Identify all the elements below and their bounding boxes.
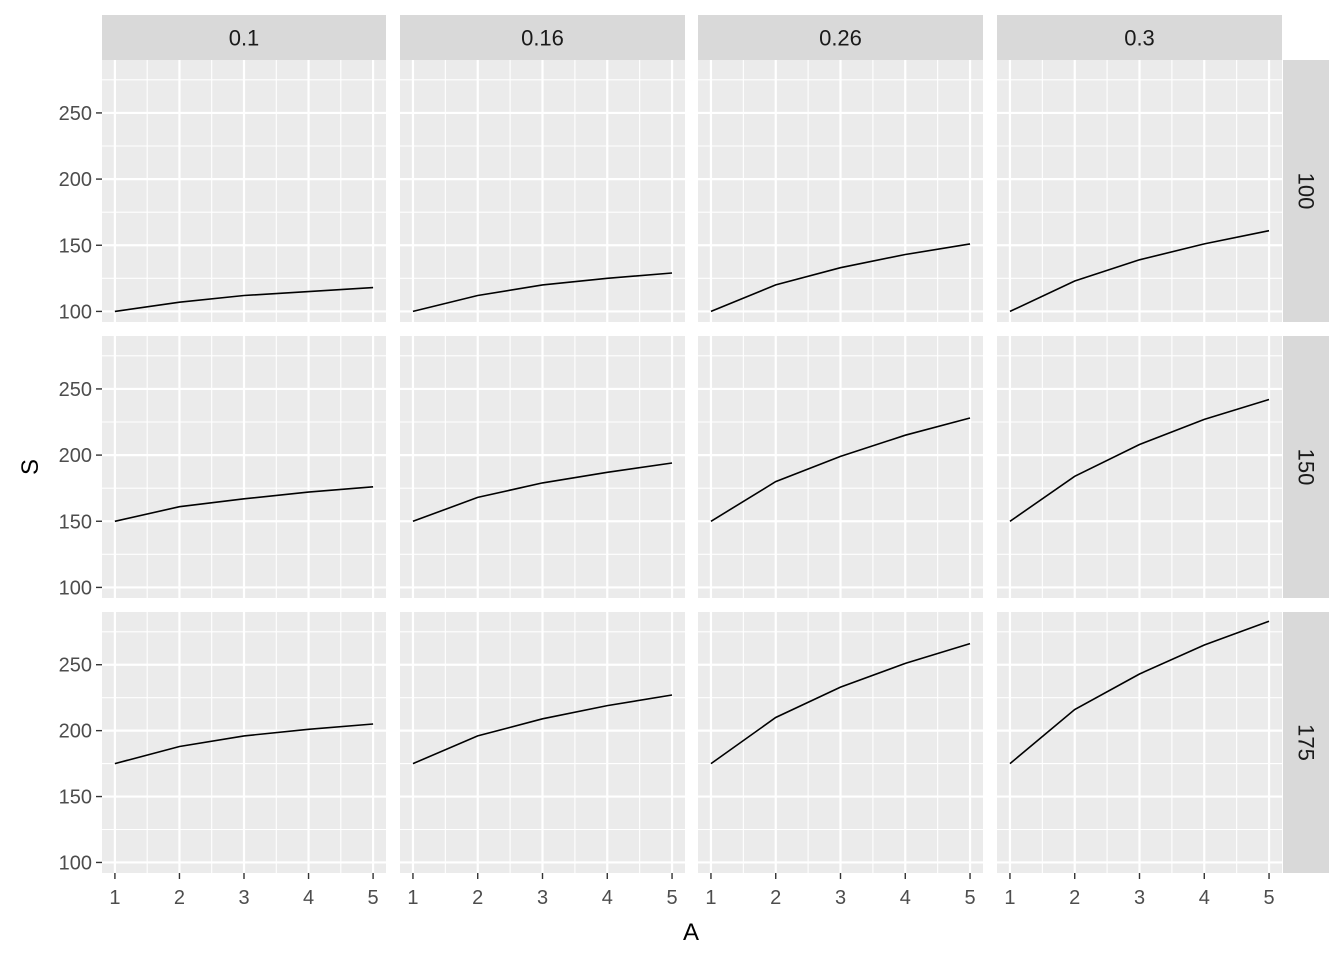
series-line — [710, 243, 971, 313]
panel-100-0.1 — [102, 60, 386, 322]
row-strip-175: 175 — [1283, 612, 1329, 873]
x-tick-label: 3 — [1134, 887, 1145, 909]
x-tick-label: 5 — [964, 887, 975, 909]
panel-150-0.26 — [698, 336, 983, 598]
x-tick-label: 4 — [303, 887, 314, 909]
panel-150-0.16 — [400, 336, 685, 598]
x-tick-label: 4 — [900, 887, 911, 909]
series-line — [114, 486, 374, 523]
panel-100-0.16 — [400, 60, 685, 322]
y-tick-label: 100 — [59, 577, 92, 599]
series-line — [412, 272, 673, 313]
col-strip-label: 0.16 — [521, 26, 564, 51]
y-tick-label: 150 — [59, 787, 92, 809]
panel-175-0.3 — [997, 612, 1282, 873]
strip-background — [1283, 60, 1329, 322]
x-tick-label: 2 — [770, 887, 781, 909]
panel-175-0.16 — [400, 612, 685, 873]
x-tick-label: 2 — [174, 887, 185, 909]
strip-background — [400, 15, 685, 60]
series-line — [710, 642, 971, 765]
strip-background — [102, 15, 386, 60]
row-strip-label: 175 — [1294, 724, 1319, 761]
series-line — [114, 286, 374, 313]
panels-layer — [102, 60, 1282, 873]
col-strip-0.3: 0.3 — [997, 15, 1282, 60]
x-tick-label: 2 — [1069, 887, 1080, 909]
row-strip-100: 100 — [1283, 60, 1329, 322]
col-strip-label: 0.3 — [1124, 26, 1155, 51]
y-axis-title: S — [17, 459, 44, 475]
x-tick-label: 1 — [407, 887, 418, 909]
panel-175-0.26 — [698, 612, 983, 873]
series-line — [710, 417, 971, 522]
strip-background — [1283, 612, 1329, 873]
x-tick-label: 1 — [1004, 887, 1015, 909]
series-line — [114, 723, 374, 765]
y-tick-label: 200 — [59, 721, 92, 743]
x-tick-label: 1 — [109, 887, 120, 909]
y-tick-label: 250 — [59, 103, 92, 125]
series-line — [1009, 398, 1270, 522]
row-strip-150: 150 — [1283, 336, 1329, 598]
x-tick-label: 5 — [1263, 887, 1274, 909]
x-tick-label: 3 — [835, 887, 846, 909]
y-tick-label: 100 — [59, 852, 92, 874]
col-strip-label: 0.1 — [229, 26, 260, 51]
y-tick-label: 150 — [59, 511, 92, 533]
series-line — [1009, 229, 1270, 313]
y-tick-label: 200 — [59, 169, 92, 191]
x-tick-label: 3 — [537, 887, 548, 909]
y-tick-label: 100 — [59, 301, 92, 323]
y-tick-label: 250 — [59, 379, 92, 401]
y-tick-label: 250 — [59, 655, 92, 677]
row-strip-label: 150 — [1294, 449, 1319, 486]
series-line — [412, 694, 673, 765]
panel-150-0.3 — [997, 336, 1282, 598]
col-strip-label: 0.26 — [819, 26, 862, 51]
x-tick-label: 3 — [238, 887, 249, 909]
panel-150-0.1 — [102, 336, 386, 598]
panel-100-0.26 — [698, 60, 983, 322]
axes-layer: 100 150 200 250 100 150 200 250 100 150 200 250 1 2 3 4… — [59, 103, 1275, 909]
series-line — [412, 462, 673, 523]
row-strip-label: 100 — [1294, 173, 1319, 210]
strip-background — [997, 15, 1282, 60]
x-tick-label: 4 — [1199, 887, 1210, 909]
col-strip-0.1: 0.1 — [102, 15, 386, 60]
panel-100-0.3 — [997, 60, 1282, 322]
x-tick-label: 5 — [666, 887, 677, 909]
y-tick-label: 150 — [59, 235, 92, 257]
x-tick-label: 1 — [705, 887, 716, 909]
x-tick-label: 5 — [368, 887, 379, 909]
strip-background — [1283, 336, 1329, 598]
y-tick-label: 200 — [59, 445, 92, 467]
col-strip-0.16: 0.16 — [400, 15, 685, 60]
x-tick-label: 4 — [602, 887, 613, 909]
strip-background — [698, 15, 983, 60]
panel-175-0.1 — [102, 612, 386, 873]
col-strip-0.26: 0.26 — [698, 15, 983, 60]
x-axis-title: A — [683, 919, 699, 946]
series-line — [1009, 620, 1270, 765]
x-tick-label: 2 — [472, 887, 483, 909]
strips-layer: 0.1 0.16 0.26 0.3 100 150 175 — [102, 15, 1329, 873]
